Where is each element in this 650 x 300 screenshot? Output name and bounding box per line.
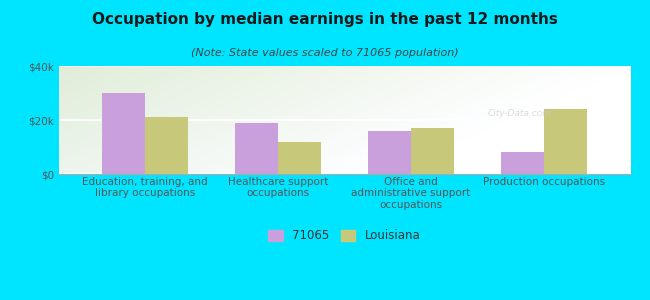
Text: (Note: State values scaled to 71065 population): (Note: State values scaled to 71065 popu… [191,48,459,58]
Bar [278,142,320,174]
Bar [103,93,145,174]
Text: Occupation by median earnings in the past 12 months: Occupation by median earnings in the pas… [92,12,558,27]
Bar [411,128,454,174]
Legend: 71065, Louisiana: 71065, Louisiana [265,226,424,246]
Bar [501,152,544,174]
Bar [235,123,278,174]
Text: City-Data.com: City-Data.com [488,110,552,118]
Bar [369,131,411,174]
Bar [145,117,188,174]
Bar [544,109,586,174]
